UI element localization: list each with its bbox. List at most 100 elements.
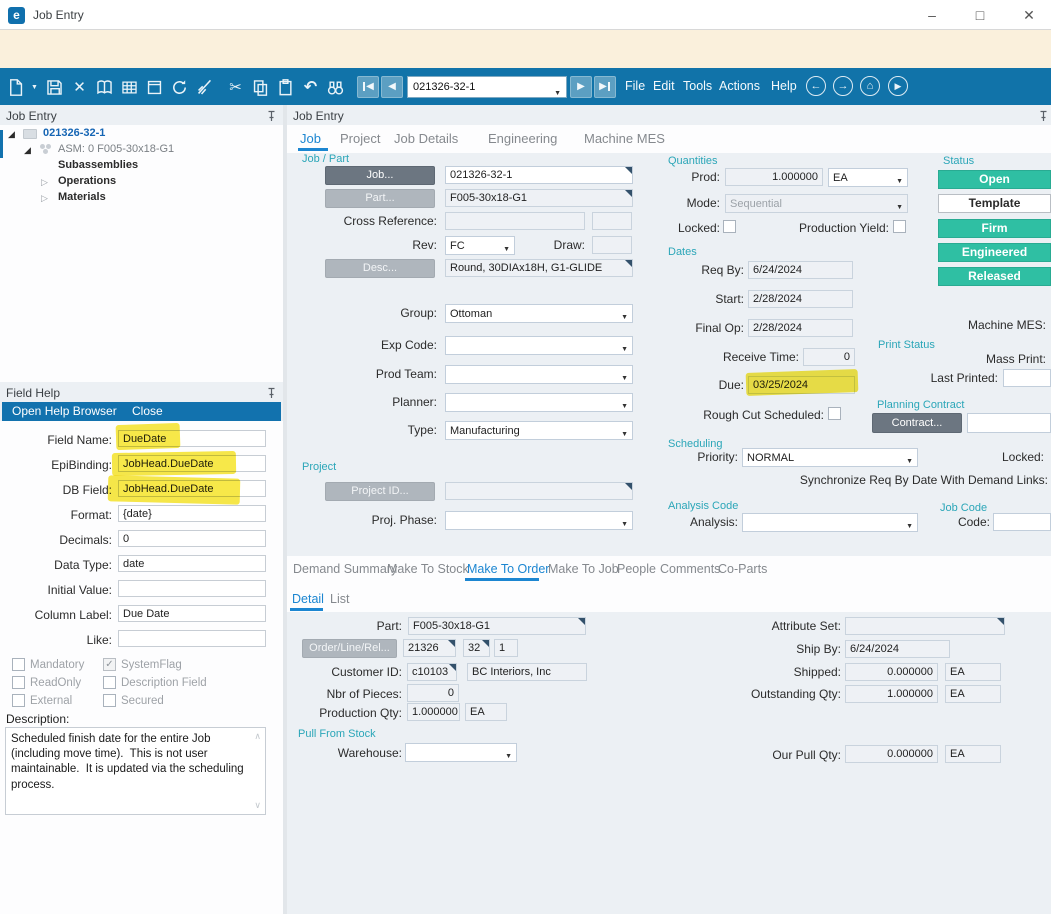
contract-button[interactable]: Contract... [872,413,962,433]
contract-input[interactable] [967,413,1051,433]
tree-node-subassemblies[interactable]: Subassemblies [58,159,139,171]
job-input[interactable]: 021326-32-1 [445,166,633,184]
find-icon[interactable] [326,78,345,97]
menu-edit[interactable]: Edit [653,79,675,93]
status-firm-button[interactable]: Firm [938,219,1051,238]
operations-collapse-icon[interactable]: ▷ [41,177,48,187]
group-dropdown[interactable]: Ottoman ▼ [445,304,633,323]
paste-icon[interactable] [276,78,295,97]
materials-collapse-icon[interactable]: ▷ [41,193,48,203]
undo-icon[interactable]: ↶ [303,78,318,96]
shipped-uom-input[interactable]: EA [945,663,1001,681]
back-icon[interactable]: ← [806,76,826,96]
line-input[interactable]: 32 [463,639,490,657]
record-combo[interactable]: 021326-32-1 ▼ [407,76,567,98]
asm-expand-icon[interactable]: ◢ [24,145,31,155]
close-button[interactable]: ✕ [1023,7,1035,23]
readonly-checkbox[interactable] [12,676,25,689]
exp-code-dropdown[interactable]: ▼ [445,336,633,355]
type-dropdown[interactable]: Manufacturing ▼ [445,421,633,440]
column-label-value[interactable]: Due Date [118,605,266,622]
description-box[interactable]: Scheduled finish date for the entire Job… [5,727,266,815]
grid-icon[interactable] [120,78,139,97]
mto-part-input[interactable]: F005-30x18-G1 [408,617,586,635]
previous-record-button[interactable]: ◀ [381,76,403,98]
note-icon[interactable] [145,78,164,97]
book-icon[interactable] [95,78,114,97]
tree-node-asm[interactable]: ASM: 0 F005-30x18-G1 [58,143,175,155]
tab-co-parts[interactable]: Co-Parts [718,562,768,576]
our-pull-uom-input[interactable]: EA [945,745,1001,763]
rev-dropdown[interactable]: FC ▼ [445,236,515,255]
tab-job-details[interactable]: Job Details [394,131,459,146]
part-button[interactable]: Part... [325,189,435,208]
production-yield-checkbox[interactable] [893,220,906,233]
proj-phase-dropdown[interactable]: ▼ [445,511,633,530]
our-pull-qty-input[interactable]: 0.000000 [845,745,938,763]
scroll-up-icon[interactable]: ∧ [254,731,261,741]
decimals-value[interactable]: 0 [118,530,266,547]
tab-make-to-job[interactable]: Make To Job [548,562,619,576]
run-icon[interactable]: ▶ [888,76,908,96]
new-dropdown-caret-icon[interactable]: ▼ [31,83,38,91]
release-input[interactable]: 1 [494,639,518,657]
tab-detail[interactable]: Detail [292,592,324,606]
draw-input[interactable] [592,236,632,254]
order-input[interactable]: 21326 [403,639,456,657]
tab-list[interactable]: List [330,592,350,606]
cross-reference-input[interactable] [445,212,585,230]
planner-dropdown[interactable]: ▼ [445,393,633,412]
combo-caret-icon[interactable]: ▼ [554,90,561,97]
priority-dropdown[interactable]: NORMAL ▼ [742,448,918,467]
format-value[interactable]: {date} [118,505,266,522]
cross-reference-uom-input[interactable] [592,212,632,230]
prod-qty-input[interactable]: 1.000000 [725,168,823,186]
description-field-checkbox[interactable] [103,676,116,689]
customer-name-input[interactable]: BC Interiors, Inc [467,663,587,681]
panel-splitter[interactable] [283,105,287,914]
last-printed-input[interactable] [1003,369,1051,387]
status-engineered-button[interactable]: Engineered [938,243,1051,262]
main-pin-icon[interactable] [1038,109,1049,121]
save-icon[interactable] [45,78,64,97]
open-help-browser-button[interactable]: Open Help Browser [12,404,117,418]
tab-comments[interactable]: Comments [660,562,721,576]
status-released-button[interactable]: Released [938,267,1051,286]
scroll-down-icon[interactable]: ∨ [254,800,261,810]
menu-tools[interactable]: Tools [683,79,713,93]
external-checkbox[interactable] [12,694,25,707]
close-field-help-button[interactable]: Close [132,404,163,418]
receive-time-input[interactable]: 0 [803,348,855,366]
refresh-icon[interactable] [170,78,189,97]
field-help-pin-icon[interactable] [266,386,277,398]
warehouse-dropdown[interactable]: ▼ [405,743,517,762]
mode-dropdown[interactable]: Sequential ▼ [725,194,908,213]
tab-job[interactable]: Job [300,131,321,146]
tree-pin-icon[interactable] [266,109,277,121]
last-record-button[interactable]: ▶ [594,76,616,98]
locked-checkbox[interactable] [723,220,736,233]
nbr-of-pieces-input[interactable]: 0 [407,684,459,702]
menu-help[interactable]: Help [771,79,797,93]
home-icon[interactable]: ⌂ [860,76,880,96]
systemflag-checkbox[interactable]: ✓ [103,658,116,671]
production-qty-input[interactable]: 1.000000 [407,703,460,721]
data-type-value[interactable]: date [118,555,266,572]
tree-node-operations[interactable]: Operations [58,175,117,187]
delete-icon[interactable]: ✕ [73,78,86,96]
final-op-input[interactable]: 2/28/2024 [748,319,853,337]
minimize-button[interactable]: – [928,7,936,23]
first-record-button[interactable]: ◀ [357,76,379,98]
customer-id-input[interactable]: c10103 [407,663,457,681]
secured-checkbox[interactable] [103,694,116,707]
req-by-input[interactable]: 6/24/2024 [748,261,853,279]
status-template-button[interactable]: Template [938,194,1051,213]
like-value[interactable] [118,630,266,647]
code-input[interactable] [993,513,1051,531]
tree-node-materials[interactable]: Materials [58,191,106,203]
analysis-dropdown[interactable]: ▼ [742,513,918,532]
tree-expand-icon[interactable]: ◢ [8,129,15,139]
status-open-button[interactable]: Open [938,170,1051,189]
tab-engineering[interactable]: Engineering [488,131,558,146]
order-line-rel-button[interactable]: Order/Line/Rel... [302,639,397,658]
